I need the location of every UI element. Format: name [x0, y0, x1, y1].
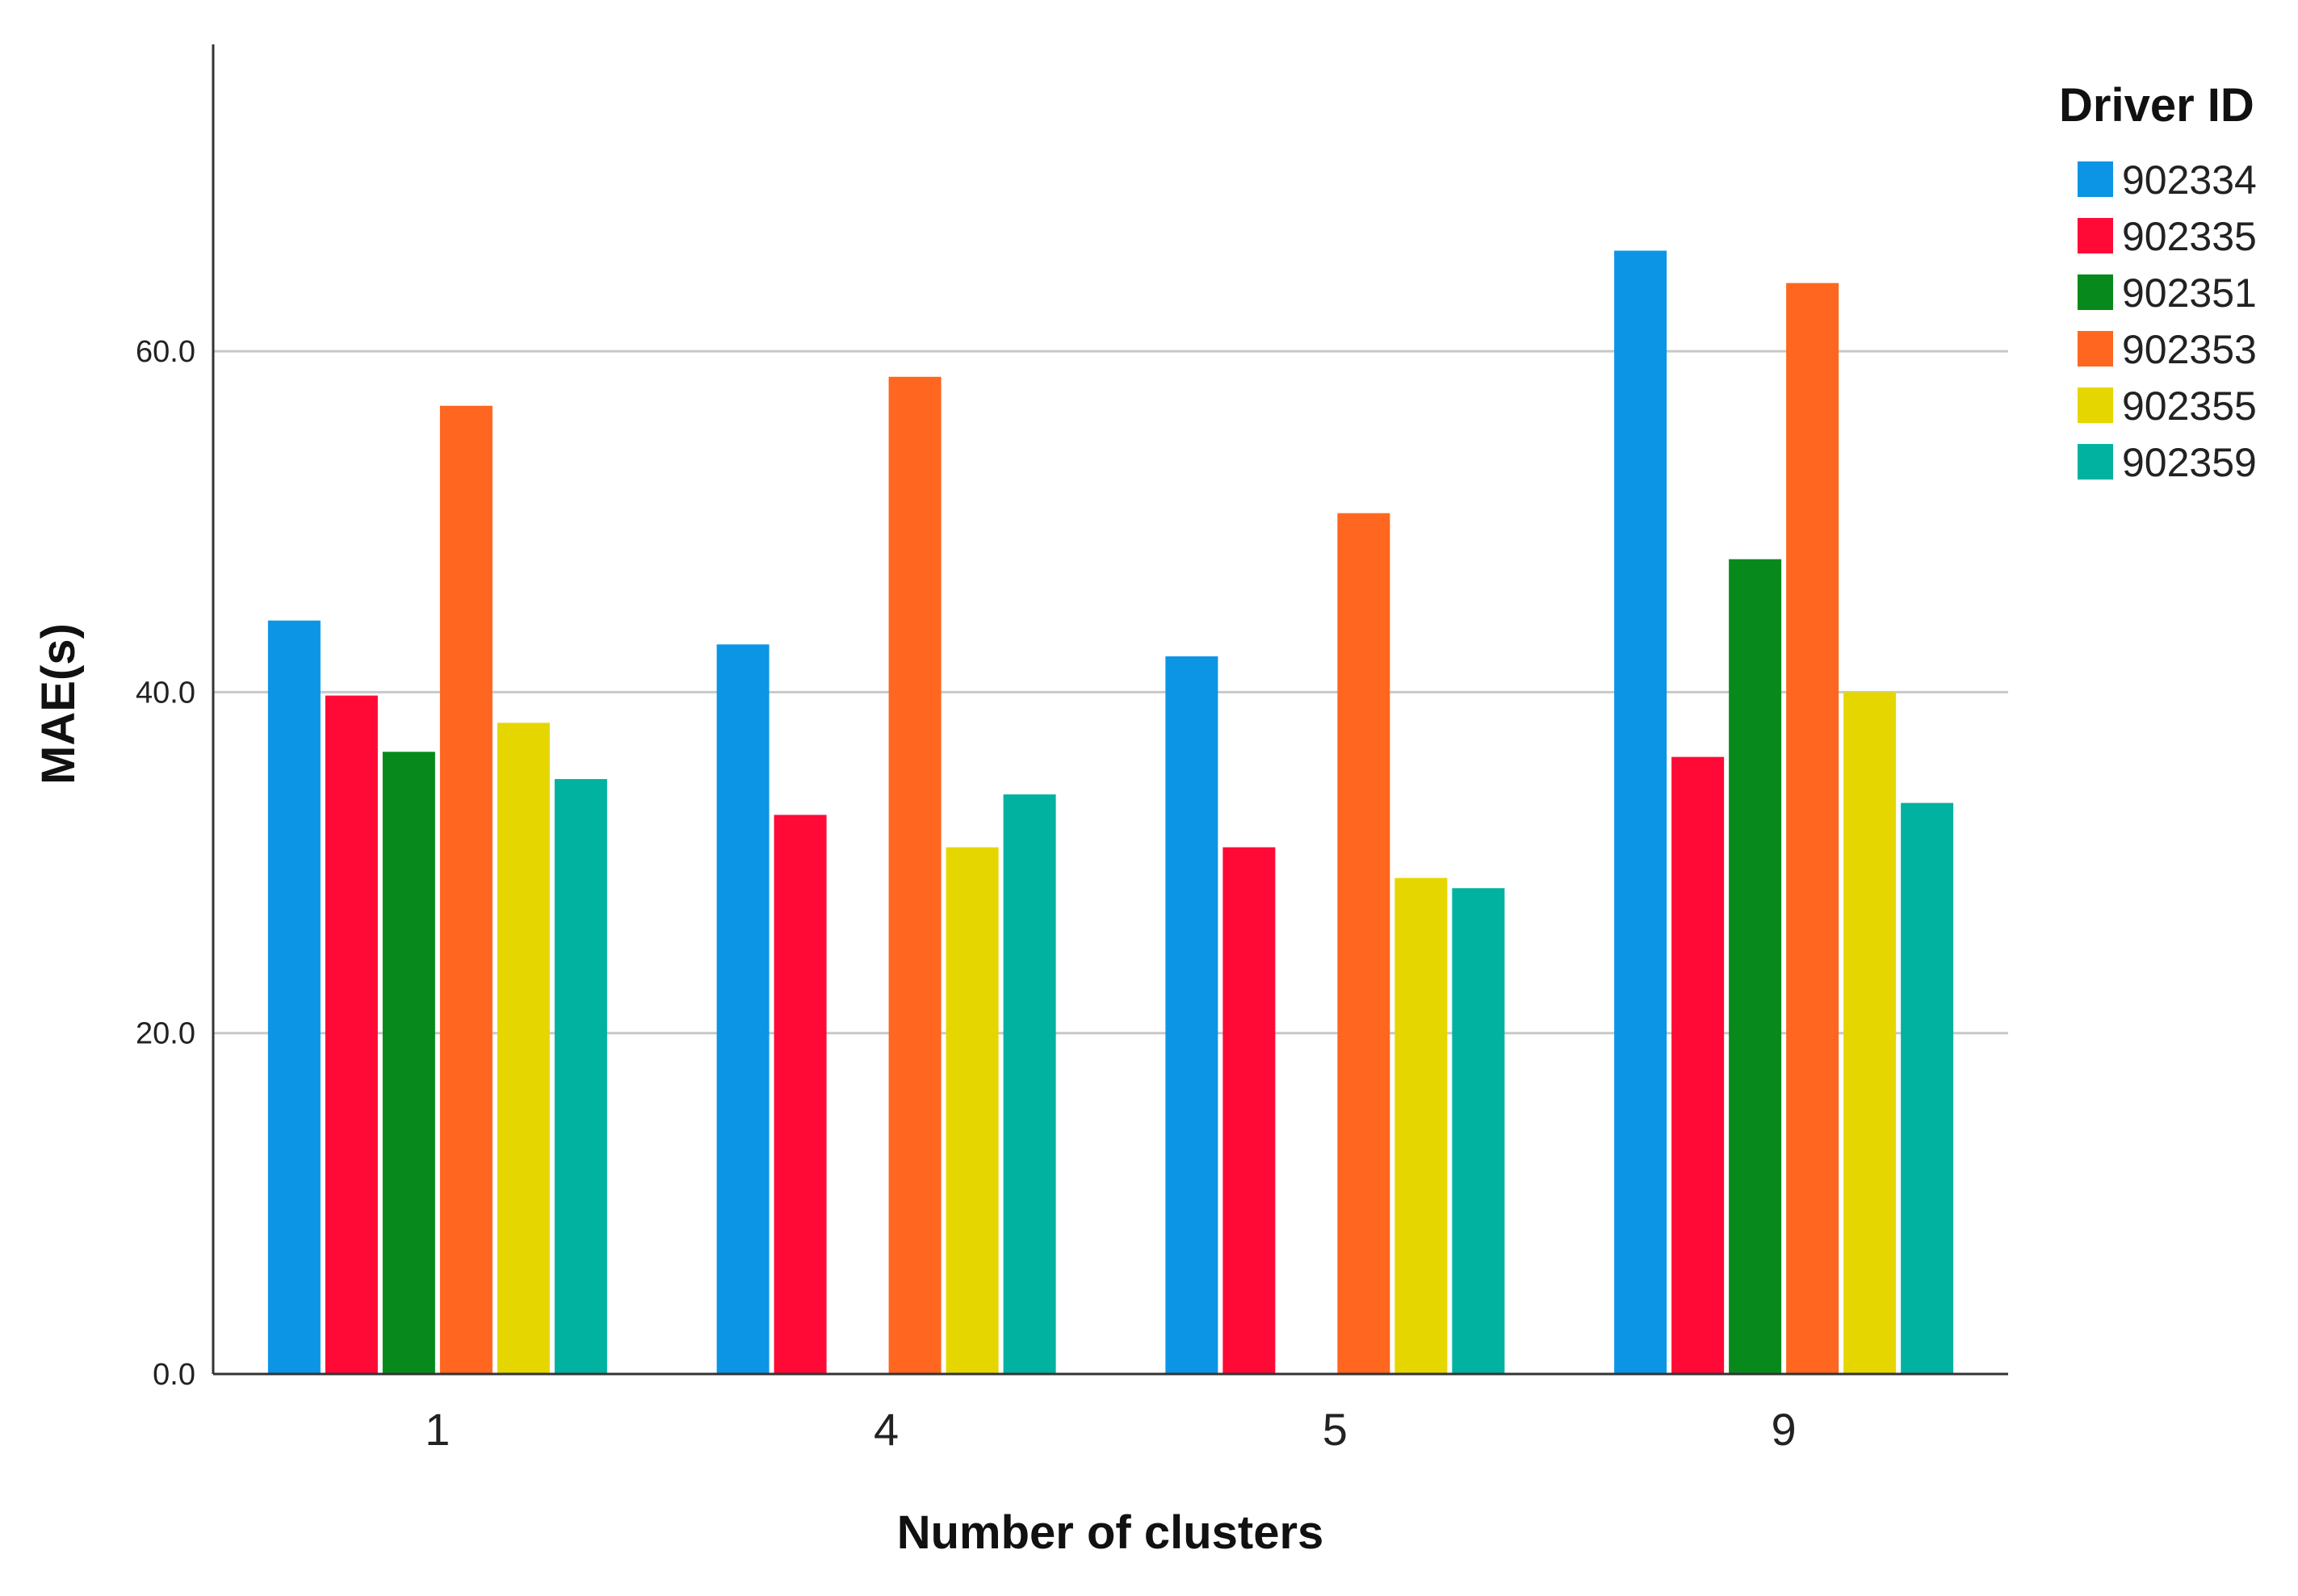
legend-label: 902359	[2122, 440, 2257, 485]
y-tick-labels: 0.0 20.0 40.0 60.0	[136, 335, 195, 1392]
x-tick-label: 1	[425, 1404, 450, 1455]
bar-902335-5	[1222, 847, 1276, 1374]
y-tick-label: 60.0	[136, 335, 195, 369]
legend-swatch	[2078, 387, 2113, 423]
bar-902351-1	[382, 752, 435, 1374]
bar-902355-4	[946, 847, 999, 1374]
bar-902335-4	[774, 815, 827, 1374]
bar-902334-5	[1165, 656, 1218, 1374]
legend-label: 902351	[2122, 270, 2257, 316]
bar-902335-1	[325, 695, 378, 1374]
bar-902353-9	[1786, 283, 1839, 1375]
bar-902353-5	[1337, 513, 1390, 1374]
bar-902351-9	[1729, 559, 1782, 1374]
bar-902334-9	[1614, 250, 1667, 1375]
legend-swatch	[2078, 218, 2113, 253]
legend-title: Driver ID	[2059, 79, 2254, 132]
bar-902353-1	[439, 405, 493, 1375]
legend-label: 902334	[2122, 157, 2257, 203]
x-tick-labels: 1 4 5 9	[425, 1404, 1796, 1455]
y-tick-label: 40.0	[136, 676, 195, 710]
bar-902359-9	[1901, 802, 1954, 1374]
legend-label: 902335	[2122, 214, 2257, 259]
bar-902355-5	[1394, 878, 1448, 1374]
legend-label: 902353	[2122, 327, 2257, 372]
bar-902334-4	[716, 644, 769, 1374]
y-tick-label: 20.0	[136, 1017, 195, 1051]
bar-902359-4	[1003, 794, 1056, 1374]
bar-902335-9	[1671, 756, 1725, 1374]
legend-swatch	[2078, 331, 2113, 367]
x-tick-label: 5	[1323, 1404, 1348, 1455]
bar-902334-1	[267, 620, 321, 1374]
x-axis-title: Number of clusters	[897, 1506, 1324, 1559]
bar-902359-5	[1452, 888, 1505, 1374]
bar-902355-9	[1843, 692, 1897, 1374]
legend-swatch	[2078, 161, 2113, 197]
y-tick-label: 0.0	[153, 1358, 195, 1392]
legend-swatch	[2078, 444, 2113, 480]
bar-902355-1	[497, 723, 550, 1374]
bars	[267, 250, 1954, 1375]
bar-902359-1	[554, 779, 607, 1374]
legend-label: 902355	[2122, 383, 2257, 429]
legend-swatch	[2078, 274, 2113, 310]
legend: Driver ID 902334 902335 902351 902353 902355…	[2059, 79, 2257, 485]
y-axis-title: MAE(s)	[32, 623, 85, 785]
x-tick-label: 9	[1772, 1404, 1797, 1455]
bar-902353-4	[888, 376, 941, 1374]
axes	[212, 44, 2008, 1376]
x-tick-label: 4	[874, 1404, 899, 1455]
